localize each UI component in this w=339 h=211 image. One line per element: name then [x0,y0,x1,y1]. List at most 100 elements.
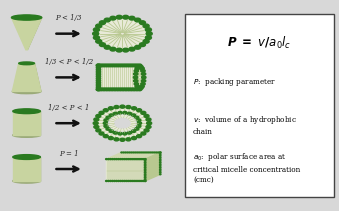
Circle shape [104,64,109,67]
Ellipse shape [12,15,42,20]
Circle shape [142,180,144,181]
Text: P = 1: P = 1 [59,150,78,158]
Circle shape [96,71,101,73]
Circle shape [96,77,101,80]
Circle shape [126,88,131,91]
Circle shape [116,88,120,91]
Circle shape [120,138,125,141]
Circle shape [135,128,139,130]
Text: $\mathit{v}$:  volume of a hydrophobic
chain: $\mathit{v}$: volume of a hydrophobic ch… [193,114,297,136]
Circle shape [136,87,141,89]
Polygon shape [145,153,160,181]
Circle shape [110,16,116,20]
Circle shape [141,80,146,82]
Circle shape [134,180,136,181]
Circle shape [94,36,99,39]
Circle shape [137,135,142,138]
Circle shape [134,80,138,82]
Circle shape [115,118,130,128]
Text: $\mathit{P}$:  packing parameter: $\mathit{P}$: packing parameter [193,76,276,88]
Circle shape [99,64,103,67]
Circle shape [105,113,140,134]
Circle shape [145,28,152,32]
Circle shape [160,165,161,166]
Polygon shape [106,153,160,159]
Circle shape [96,115,101,118]
Circle shape [144,159,146,160]
Circle shape [124,64,128,67]
Circle shape [132,64,136,67]
Circle shape [104,88,109,91]
Circle shape [96,86,101,89]
Circle shape [144,179,146,180]
Circle shape [118,180,120,181]
Circle shape [144,160,146,161]
Circle shape [110,47,116,51]
Circle shape [144,170,146,171]
Circle shape [132,107,137,110]
Circle shape [112,180,114,181]
Circle shape [136,180,138,181]
Circle shape [116,64,120,67]
Circle shape [93,122,98,125]
Circle shape [137,122,142,124]
Circle shape [142,76,146,79]
Circle shape [95,17,150,51]
Circle shape [138,159,140,160]
Circle shape [128,159,130,160]
Circle shape [141,111,146,114]
Circle shape [141,132,146,135]
Circle shape [94,118,99,121]
Circle shape [130,180,132,181]
Circle shape [125,152,126,153]
Circle shape [96,84,101,86]
Circle shape [122,159,124,160]
Polygon shape [12,63,41,91]
Circle shape [99,132,104,135]
Circle shape [160,154,161,155]
Circle shape [108,137,113,140]
Circle shape [160,157,161,158]
Circle shape [96,88,101,91]
Circle shape [130,159,132,160]
Circle shape [106,159,107,160]
Circle shape [110,64,114,67]
Circle shape [144,169,146,170]
Circle shape [124,88,128,91]
Circle shape [144,180,146,181]
Circle shape [146,32,152,35]
Circle shape [140,85,144,88]
Circle shape [102,88,106,91]
Circle shape [135,88,139,91]
Circle shape [139,152,141,153]
Text: $\boldsymbol{P\ =\ \mathit{v}/a_0 l_c}$: $\boldsymbol{P\ =\ \mathit{v}/a_0 l_c}$ [227,35,292,51]
Circle shape [137,125,141,127]
Circle shape [96,68,101,71]
Circle shape [137,109,142,112]
FancyBboxPatch shape [185,14,334,197]
Circle shape [118,88,123,91]
Circle shape [126,106,131,109]
Circle shape [144,162,146,163]
Ellipse shape [13,179,40,183]
Circle shape [132,130,136,133]
Circle shape [114,138,119,141]
Circle shape [144,129,149,132]
Circle shape [106,180,107,181]
Circle shape [110,88,114,91]
Circle shape [135,116,139,119]
Circle shape [144,165,146,166]
Circle shape [144,159,146,160]
Circle shape [160,159,161,160]
Ellipse shape [13,155,40,160]
Circle shape [109,114,113,116]
Circle shape [120,105,125,108]
Circle shape [138,87,142,90]
Circle shape [136,65,141,68]
Circle shape [145,36,152,39]
Circle shape [160,169,161,170]
Circle shape [112,159,114,160]
Circle shape [123,132,127,135]
Circle shape [96,39,102,43]
Circle shape [104,125,108,127]
